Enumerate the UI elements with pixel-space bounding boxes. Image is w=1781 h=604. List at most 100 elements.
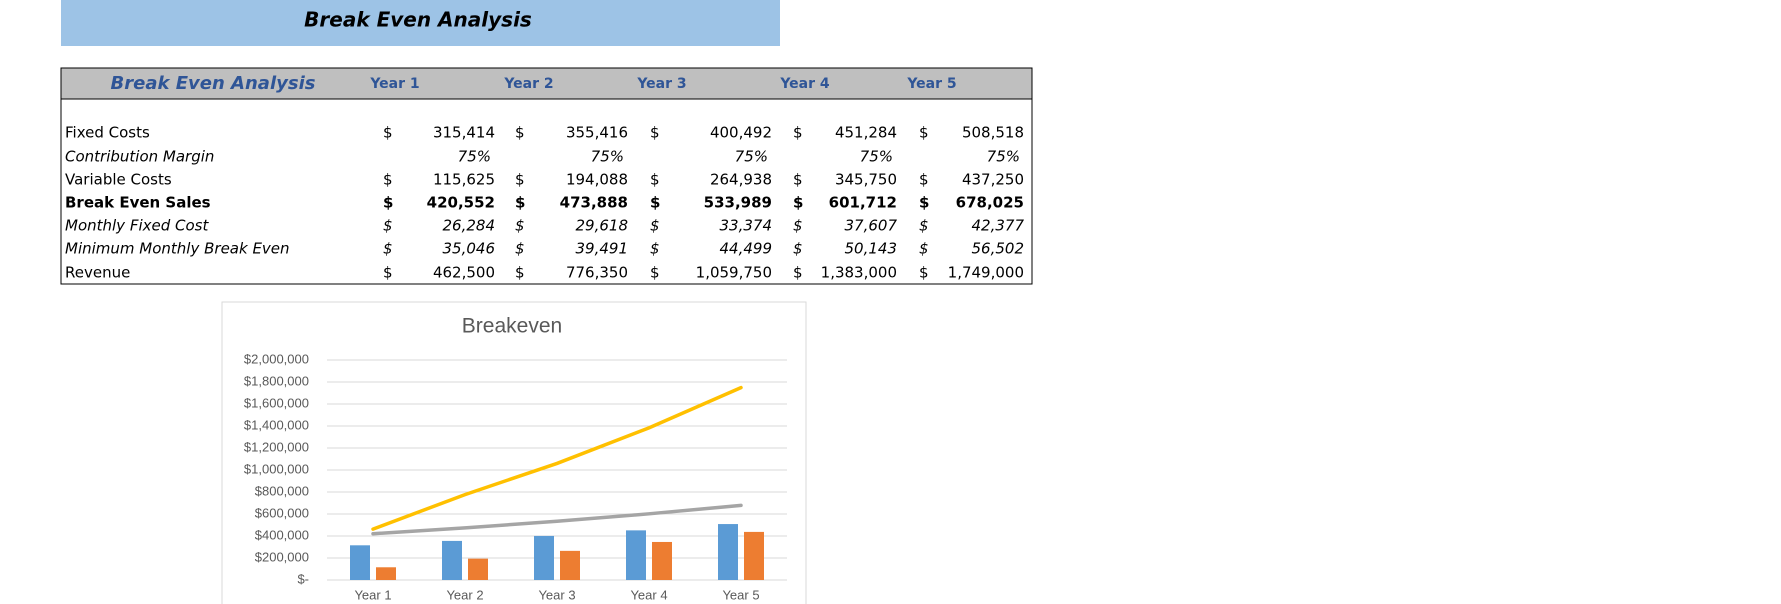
bar bbox=[376, 567, 396, 580]
currency: $ bbox=[383, 171, 393, 189]
cell-value: 420,552 bbox=[427, 194, 495, 212]
table-header bbox=[60, 67, 1033, 100]
cell-value: 533,989 bbox=[704, 194, 772, 212]
currency: $ bbox=[919, 171, 929, 189]
currency: $ bbox=[793, 171, 803, 189]
column-header: Year 3 bbox=[636, 76, 686, 92]
cell-value: 508,518 bbox=[962, 124, 1024, 142]
bar bbox=[718, 524, 738, 580]
cell-value: 678,025 bbox=[956, 194, 1024, 212]
row-label: Contribution Margin bbox=[65, 148, 214, 166]
x-tick-label: Year 5 bbox=[722, 587, 759, 602]
currency: $ bbox=[515, 194, 525, 212]
currency: $ bbox=[793, 124, 803, 142]
column-header: Year 4 bbox=[779, 76, 830, 92]
cell-value: 42,377 bbox=[972, 217, 1025, 235]
currency: $ bbox=[919, 240, 929, 258]
cell-value: 264,938 bbox=[710, 171, 772, 189]
table-frame bbox=[60, 67, 1033, 285]
y-tick-label: $200,000 bbox=[255, 549, 309, 564]
cell-value: 776,350 bbox=[566, 264, 628, 282]
cell-value: 400,492 bbox=[710, 124, 772, 142]
column-header: Year 2 bbox=[503, 76, 553, 92]
cell-value: 601,712 bbox=[829, 194, 897, 212]
cell-value: 315,414 bbox=[433, 124, 495, 142]
table-title: Break Even Analysis bbox=[111, 73, 316, 94]
bar bbox=[560, 550, 580, 580]
currency: $ bbox=[515, 264, 525, 282]
y-tick-label: $1,400,000 bbox=[244, 417, 309, 432]
y-tick-label: $- bbox=[297, 571, 309, 586]
cell-value: 75% bbox=[860, 148, 893, 166]
chart-title: Breakeven bbox=[462, 315, 562, 338]
cell-value: 29,618 bbox=[576, 217, 629, 235]
cell-value: 35,046 bbox=[443, 240, 496, 258]
cell-value: 437,250 bbox=[962, 171, 1024, 189]
row-label: Fixed Costs bbox=[65, 124, 150, 142]
cell-value: 39,491 bbox=[576, 240, 629, 258]
cell-value: 37,607 bbox=[845, 217, 898, 235]
column-header: Year 5 bbox=[906, 76, 956, 92]
currency: $ bbox=[919, 217, 929, 235]
currency: $ bbox=[650, 264, 660, 282]
column-header: Year 1 bbox=[369, 76, 419, 92]
currency: $ bbox=[919, 194, 929, 212]
cell-value: 50,143 bbox=[845, 240, 898, 258]
cell-value: 26,284 bbox=[443, 217, 496, 235]
currency: $ bbox=[383, 217, 393, 235]
cell-value: 1,383,000 bbox=[821, 264, 897, 282]
row-label: Monthly Fixed Cost bbox=[65, 217, 209, 235]
currency: $ bbox=[515, 124, 525, 142]
currency: $ bbox=[650, 171, 660, 189]
currency: $ bbox=[383, 194, 393, 212]
currency: $ bbox=[515, 217, 525, 235]
currency: $ bbox=[515, 171, 525, 189]
title-bar bbox=[61, 0, 780, 46]
sheet-title: Break Even Analysis bbox=[304, 8, 532, 32]
currency: $ bbox=[919, 264, 929, 282]
currency: $ bbox=[650, 217, 660, 235]
cell-value: 75% bbox=[591, 148, 624, 166]
currency: $ bbox=[383, 240, 393, 258]
cell-value: 1,059,750 bbox=[696, 264, 772, 282]
cell-value: 451,284 bbox=[835, 124, 897, 142]
cell-value: 355,416 bbox=[566, 124, 628, 142]
bar bbox=[442, 540, 462, 580]
currency: $ bbox=[650, 240, 660, 258]
cell-value: 44,499 bbox=[720, 240, 773, 258]
x-tick-label: Year 3 bbox=[538, 587, 575, 602]
cell-value: 75% bbox=[458, 148, 491, 166]
y-tick-label: $600,000 bbox=[255, 505, 309, 520]
x-tick-label: Year 2 bbox=[446, 587, 483, 602]
currency: $ bbox=[383, 124, 393, 142]
currency: $ bbox=[919, 124, 929, 142]
cell-value: 75% bbox=[735, 148, 768, 166]
y-tick-label: $1,200,000 bbox=[244, 439, 309, 454]
cell-value: 345,750 bbox=[835, 171, 897, 189]
cell-value: 462,500 bbox=[433, 264, 495, 282]
row-label: Break Even Sales bbox=[65, 194, 211, 212]
bar bbox=[534, 535, 554, 580]
cell-value: 1,749,000 bbox=[948, 264, 1024, 282]
currency: $ bbox=[515, 240, 525, 258]
x-tick-label: Year 1 bbox=[354, 587, 391, 602]
row-label: Revenue bbox=[65, 264, 130, 282]
bar bbox=[626, 530, 646, 580]
y-tick-label: $1,600,000 bbox=[244, 395, 309, 410]
chart-frame bbox=[221, 301, 807, 604]
y-tick-label: $800,000 bbox=[255, 483, 309, 498]
bar bbox=[350, 545, 370, 580]
cell-value: 473,888 bbox=[560, 194, 628, 212]
bar bbox=[652, 541, 672, 580]
row-label: Variable Costs bbox=[65, 171, 172, 189]
y-tick-label: $1,000,000 bbox=[244, 461, 309, 476]
row-label: Minimum Monthly Break Even bbox=[65, 240, 290, 258]
currency: $ bbox=[793, 264, 803, 282]
currency: $ bbox=[793, 194, 803, 212]
y-tick-label: $400,000 bbox=[255, 527, 309, 542]
x-tick-label: Year 4 bbox=[630, 587, 667, 602]
currency: $ bbox=[383, 264, 393, 282]
cell-value: 115,625 bbox=[433, 171, 495, 189]
currency: $ bbox=[650, 124, 660, 142]
currency: $ bbox=[793, 217, 803, 235]
